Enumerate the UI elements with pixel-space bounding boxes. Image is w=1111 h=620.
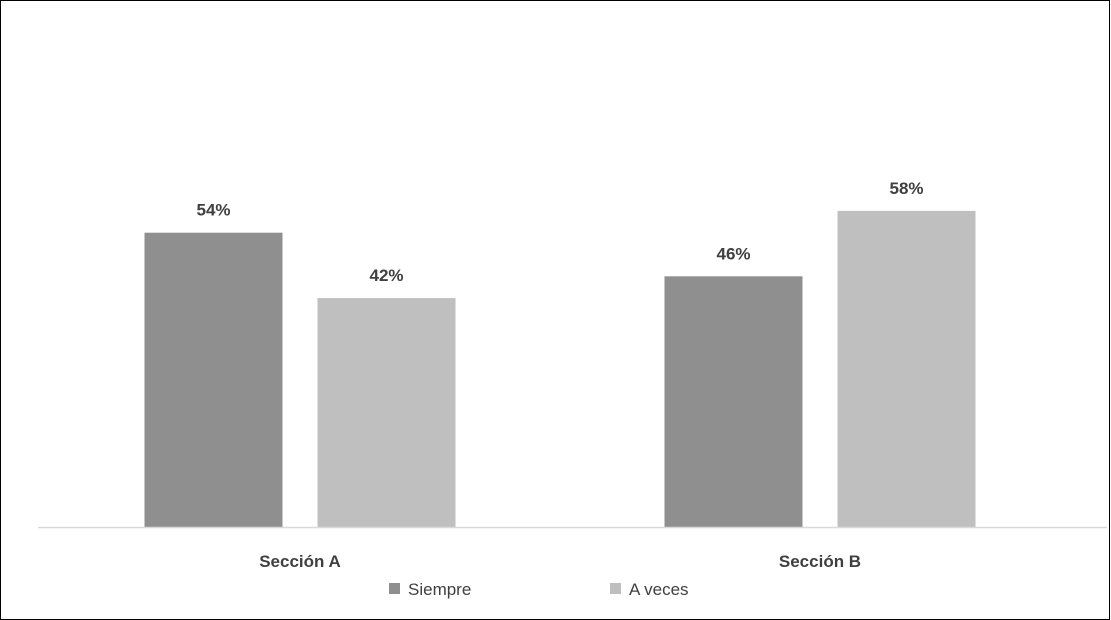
legend-swatch-siempre [389, 583, 400, 594]
data-label-a-veces-seccion-b: 58% [889, 179, 923, 198]
data-labels-group: 54% 42% 46% 58% [196, 179, 923, 285]
category-labels-group: Sección A Sección B [259, 552, 861, 571]
bar-a-veces-seccion-a [317, 298, 456, 527]
data-label-siempre-seccion-b: 46% [716, 244, 750, 263]
bar-a-veces-seccion-b [837, 210, 976, 527]
category-label-seccion-a: Sección A [259, 552, 341, 571]
legend: Siempre A veces [389, 580, 689, 599]
legend-swatch-a-veces [610, 583, 621, 594]
bar-chart: 54% 42% 46% 58% Sección A Sección B Siempre A… [38, 179, 1107, 599]
bar-siempre-seccion-b [664, 276, 803, 527]
bars-group [144, 210, 976, 527]
data-label-a-veces-seccion-a: 42% [369, 266, 403, 285]
data-label-siempre-seccion-a: 54% [196, 201, 230, 220]
bar-siempre-seccion-a [144, 232, 283, 527]
category-label-seccion-b: Sección B [779, 552, 861, 571]
legend-label-a-veces: A veces [629, 580, 689, 599]
legend-label-siempre: Siempre [408, 580, 471, 599]
